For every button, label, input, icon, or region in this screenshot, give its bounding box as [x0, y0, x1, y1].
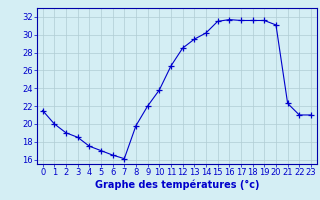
- X-axis label: Graphe des températures (°c): Graphe des températures (°c): [94, 180, 259, 190]
